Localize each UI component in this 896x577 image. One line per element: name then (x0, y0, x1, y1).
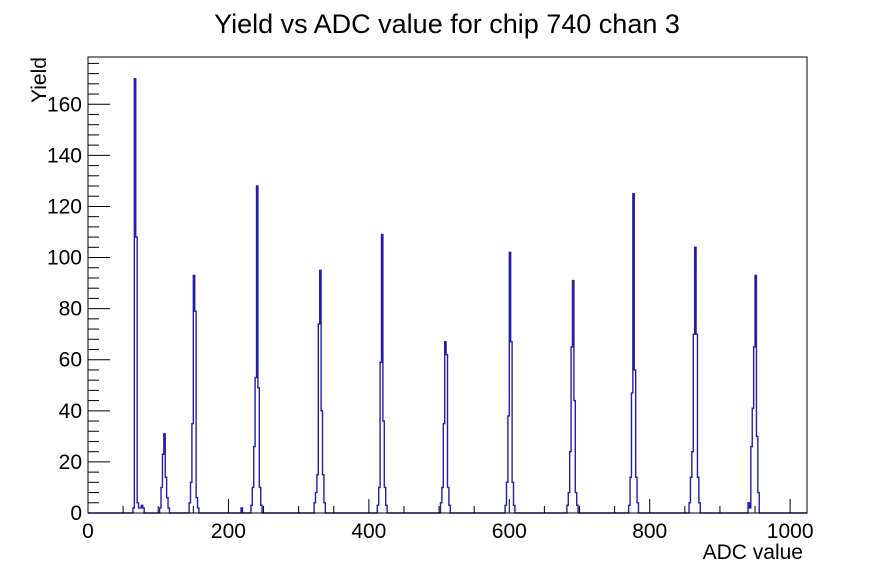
y-tick-label: 80 (59, 298, 82, 321)
x-tick-label: 800 (632, 520, 667, 543)
y-tick-label: 40 (59, 400, 82, 423)
x-tick-label: 0 (82, 520, 94, 543)
x-axis-label: ADC value (703, 541, 803, 564)
axis-ticks (87, 62, 791, 514)
y-tick-label: 60 (59, 349, 82, 372)
y-tick-label: 0 (70, 502, 82, 525)
y-tick-label: 160 (47, 93, 82, 116)
x-tick-label: 600 (492, 520, 527, 543)
y-axis-label: Yield (28, 57, 51, 103)
axis-tick-labels: 0 200 400 600 800 1000 0 20 40 60 80 100 120 140 160 (47, 93, 814, 543)
x-tick-label: 1000 (767, 520, 814, 543)
y-tick-label: 120 (47, 195, 82, 218)
x-tick-label: 200 (211, 520, 246, 543)
plot-frame (87, 56, 808, 514)
y-tick-label: 140 (47, 144, 82, 167)
x-tick-label: 400 (351, 520, 386, 543)
chart-title: Yield vs ADC value for chip 740 chan 3 (214, 9, 680, 39)
y-tick-label: 20 (59, 451, 82, 474)
histogram-line (88, 78, 807, 514)
y-tick-label: 100 (47, 247, 82, 270)
